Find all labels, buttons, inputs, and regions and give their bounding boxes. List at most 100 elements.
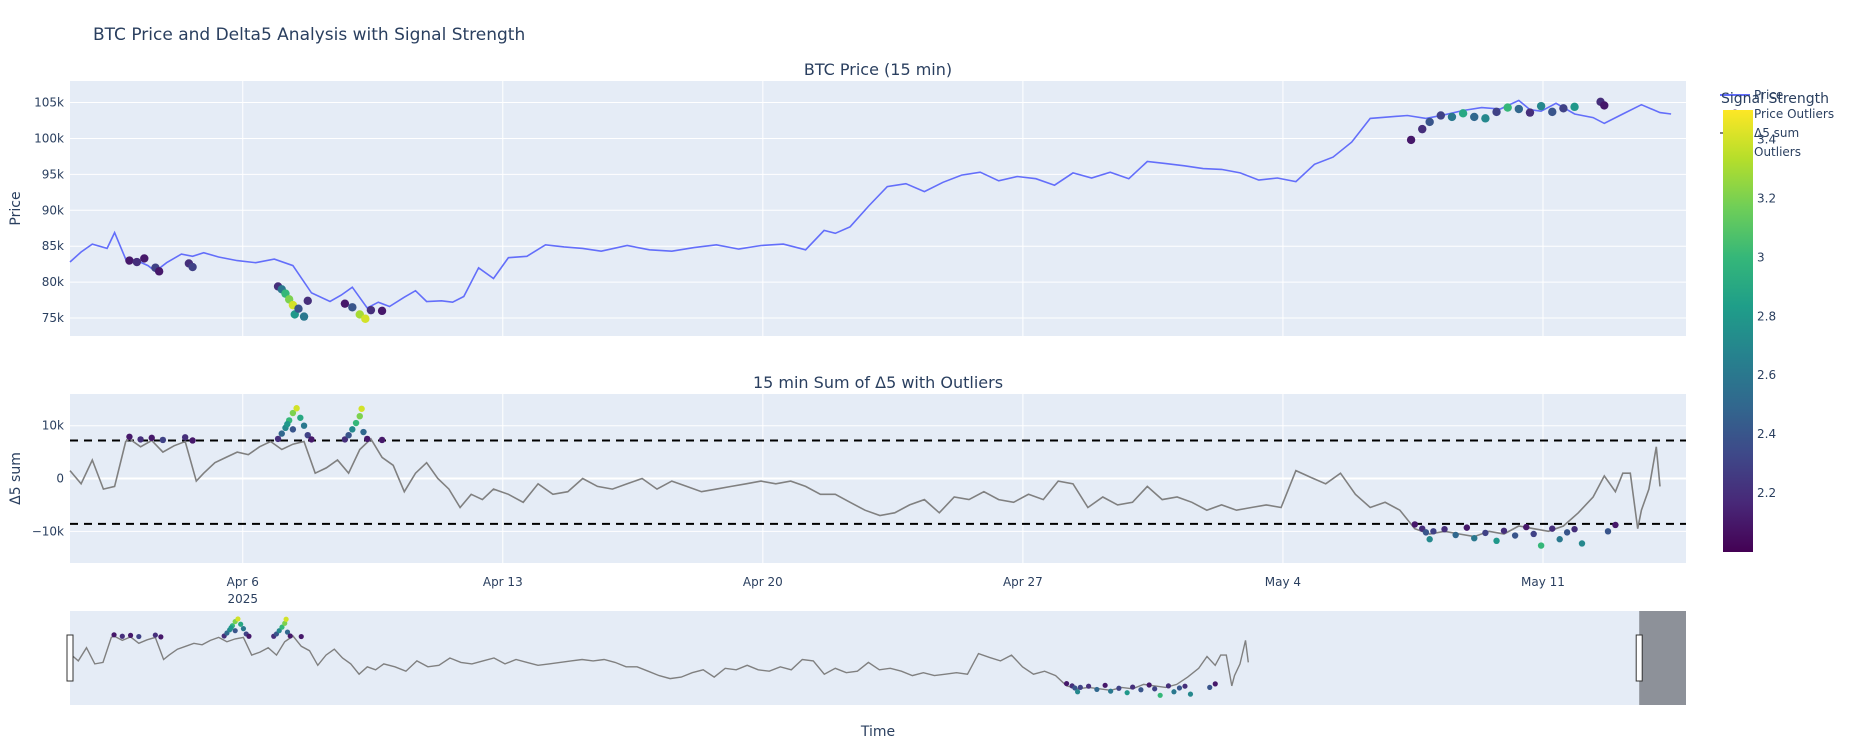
delta-outlier-point [1604, 528, 1612, 535]
colorbar-ticks: 2.2 2.4 2.6 2.8 3 3.2 3.4 [1757, 132, 1776, 500]
delta-outlier-point [278, 430, 285, 437]
range-slider-track[interactable] [70, 611, 1686, 705]
delta-outlier-point [300, 422, 308, 429]
range-slider-outlier-point [1130, 684, 1136, 690]
range-slider-outlier-point [1176, 685, 1183, 691]
x-axis-ticks: Apr 6 Apr 13 Apr 20 Apr 27 May 4 May 11 2025 [227, 575, 1565, 606]
delta-outliers-group [126, 405, 1619, 549]
delta-y-axis-title: Δ5 sum [8, 452, 24, 505]
delta-outlier-point [159, 436, 167, 444]
price-outliers-group [125, 97, 1609, 323]
delta-outlier-point [1411, 521, 1419, 528]
range-slider-outlier-point [1094, 686, 1100, 693]
range-slider[interactable]: Time [66, 611, 1686, 740]
range-slider-outlier-point [276, 628, 282, 634]
range-slider-outlier-point [240, 626, 247, 632]
colorbar: 2.2 2.4 2.6 2.8 3 3.2 3.4 Signal Strength [1721, 91, 1829, 552]
range-slider-outlier-point [282, 620, 288, 626]
price-plot-area[interactable] [70, 81, 1686, 336]
delta-outlier-point [148, 434, 155, 442]
range-slider-outlier-point [232, 628, 238, 634]
price-subplot[interactable]: 75k 80k 85k 90k 95k 100k 105k BTC Price (15 mi… [8, 60, 1686, 336]
price-y-tick-label: 75k [42, 311, 64, 325]
range-slider-outlier-point [1212, 681, 1218, 687]
range-slider-outlier-point [284, 629, 291, 635]
price-outlier-point [1425, 117, 1434, 127]
price-outlier-point [1525, 108, 1535, 117]
price-outlier-point [361, 314, 370, 323]
range-slider-outlier-point [1102, 682, 1108, 688]
range-slider-handle-right[interactable] [1635, 634, 1643, 682]
delta-outlier-point [1452, 531, 1459, 539]
legend-item[interactable]: Price [1720, 88, 1783, 102]
delta-outlier-point [297, 414, 304, 421]
colorbar-tick-label: 2.6 [1757, 368, 1776, 382]
delta-outlier-point [360, 428, 367, 436]
x-tick-label: May 4 [1265, 575, 1301, 589]
delta-outlier-point [284, 420, 291, 428]
price-outlier-point [154, 267, 164, 276]
price-outlier-point [340, 299, 350, 308]
price-outlier-point [294, 304, 303, 313]
delta-outlier-point [1426, 536, 1433, 543]
delta-y-tick-label: −10k [32, 524, 64, 538]
delta-outlier-point [1511, 532, 1519, 539]
price-outlier-point [125, 256, 134, 265]
range-slider-outlier-point [111, 632, 117, 638]
price-outlier-point [1470, 112, 1479, 122]
delta-outlier-point [189, 437, 196, 444]
price-outlier-point [1436, 111, 1446, 120]
price-outlier-point [366, 305, 376, 315]
price-y-axis-title: Price [8, 191, 24, 225]
price-outlier-point [1447, 112, 1457, 122]
range-slider-outlier-point [1171, 689, 1177, 695]
range-slider-outlier-point [1138, 687, 1144, 693]
legend-label: Δ5 sum [1754, 126, 1799, 140]
delta-y-tick-label: 0 [56, 472, 64, 486]
price-y-tick-label: 100k [34, 131, 64, 145]
legend-label: Outliers [1754, 145, 1801, 159]
colorbar-tick-label: 3.2 [1757, 191, 1776, 205]
price-subplot-title: BTC Price (15 min) [804, 60, 952, 79]
range-slider-outlier-point [228, 625, 234, 631]
price-outlier-point [1559, 104, 1568, 113]
range-slider-mask-right[interactable] [1639, 611, 1686, 705]
colorbar-tick-label: 2.4 [1757, 427, 1776, 441]
price-outlier-point [1536, 101, 1546, 111]
delta-outlier-point [181, 434, 189, 441]
delta-outlier-point [1482, 529, 1489, 537]
price-outlier-point [377, 306, 387, 316]
x-tick-label: May 11 [1521, 575, 1565, 589]
range-slider-outlier-point [1146, 682, 1152, 688]
delta-outlier-point [363, 435, 371, 443]
delta-outlier-point [1463, 524, 1471, 531]
range-slider-outlier-point [136, 633, 142, 640]
delta-outlier-point [1556, 536, 1563, 543]
price-outlier-point [1570, 102, 1579, 112]
range-slider-outlier-point [1063, 680, 1070, 687]
delta-outlier-point [1578, 540, 1586, 547]
delta-outlier-point [1537, 542, 1545, 549]
range-slider-outlier-point [1124, 690, 1130, 696]
delta-outlier-point [308, 436, 315, 443]
range-slider-outlier-point [298, 633, 304, 640]
x-tick-label: Apr 20 [743, 575, 783, 589]
delta-outlier-point [1493, 537, 1500, 545]
legend-label: Price Outliers [1754, 107, 1834, 121]
delta-outlier-point [293, 405, 300, 412]
range-slider-outlier-point [119, 633, 125, 639]
range-slider-outlier-point [235, 616, 241, 622]
colorbar-tick-label: 2.8 [1757, 309, 1776, 323]
range-slider-outlier-point [1072, 685, 1078, 691]
delta-subplot[interactable]: −10k 0 10k Apr 6 Apr 13 Apr 20 Apr 27 May 4 May… [8, 373, 1686, 606]
delta-outlier-point [349, 426, 356, 433]
x-tick-year-label: 2025 [227, 592, 258, 606]
range-slider-handle-left[interactable] [66, 634, 74, 682]
colorbar-tick-label: 3 [1757, 250, 1765, 264]
price-outlier-point [1492, 107, 1501, 117]
delta-outlier-point [137, 436, 144, 443]
price-outlier-point [303, 296, 312, 306]
price-outlier-point [1458, 109, 1468, 118]
